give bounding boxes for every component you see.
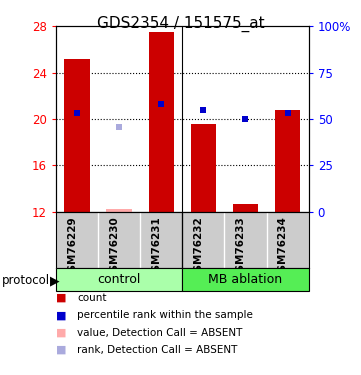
- Text: ■: ■: [56, 293, 66, 303]
- Bar: [56, 268, 182, 291]
- Text: MB ablation: MB ablation: [208, 273, 283, 286]
- Text: GSM76229: GSM76229: [67, 216, 77, 279]
- Text: ■: ■: [56, 328, 66, 338]
- Text: rank, Detection Call = ABSENT: rank, Detection Call = ABSENT: [77, 345, 237, 355]
- Text: ■: ■: [56, 345, 66, 355]
- Text: ■: ■: [56, 310, 66, 320]
- Text: ▶: ▶: [50, 274, 60, 287]
- Text: count: count: [77, 293, 106, 303]
- Bar: [64, 59, 90, 212]
- Text: percentile rank within the sample: percentile rank within the sample: [77, 310, 253, 320]
- Bar: [233, 204, 258, 212]
- Text: GSM76231: GSM76231: [151, 216, 161, 279]
- Text: GSM76230: GSM76230: [109, 216, 119, 279]
- Bar: [149, 32, 174, 212]
- Text: value, Detection Call = ABSENT: value, Detection Call = ABSENT: [77, 328, 242, 338]
- Bar: [182, 268, 309, 291]
- Bar: [191, 124, 216, 212]
- Text: GSM76232: GSM76232: [193, 216, 203, 279]
- Text: GSM76234: GSM76234: [278, 216, 288, 279]
- Bar: [106, 209, 132, 212]
- Bar: [275, 110, 300, 212]
- Text: GSM76233: GSM76233: [235, 216, 245, 279]
- Text: GDS2354 / 151575_at: GDS2354 / 151575_at: [97, 16, 264, 32]
- Text: protocol: protocol: [2, 274, 50, 287]
- Text: control: control: [97, 273, 141, 286]
